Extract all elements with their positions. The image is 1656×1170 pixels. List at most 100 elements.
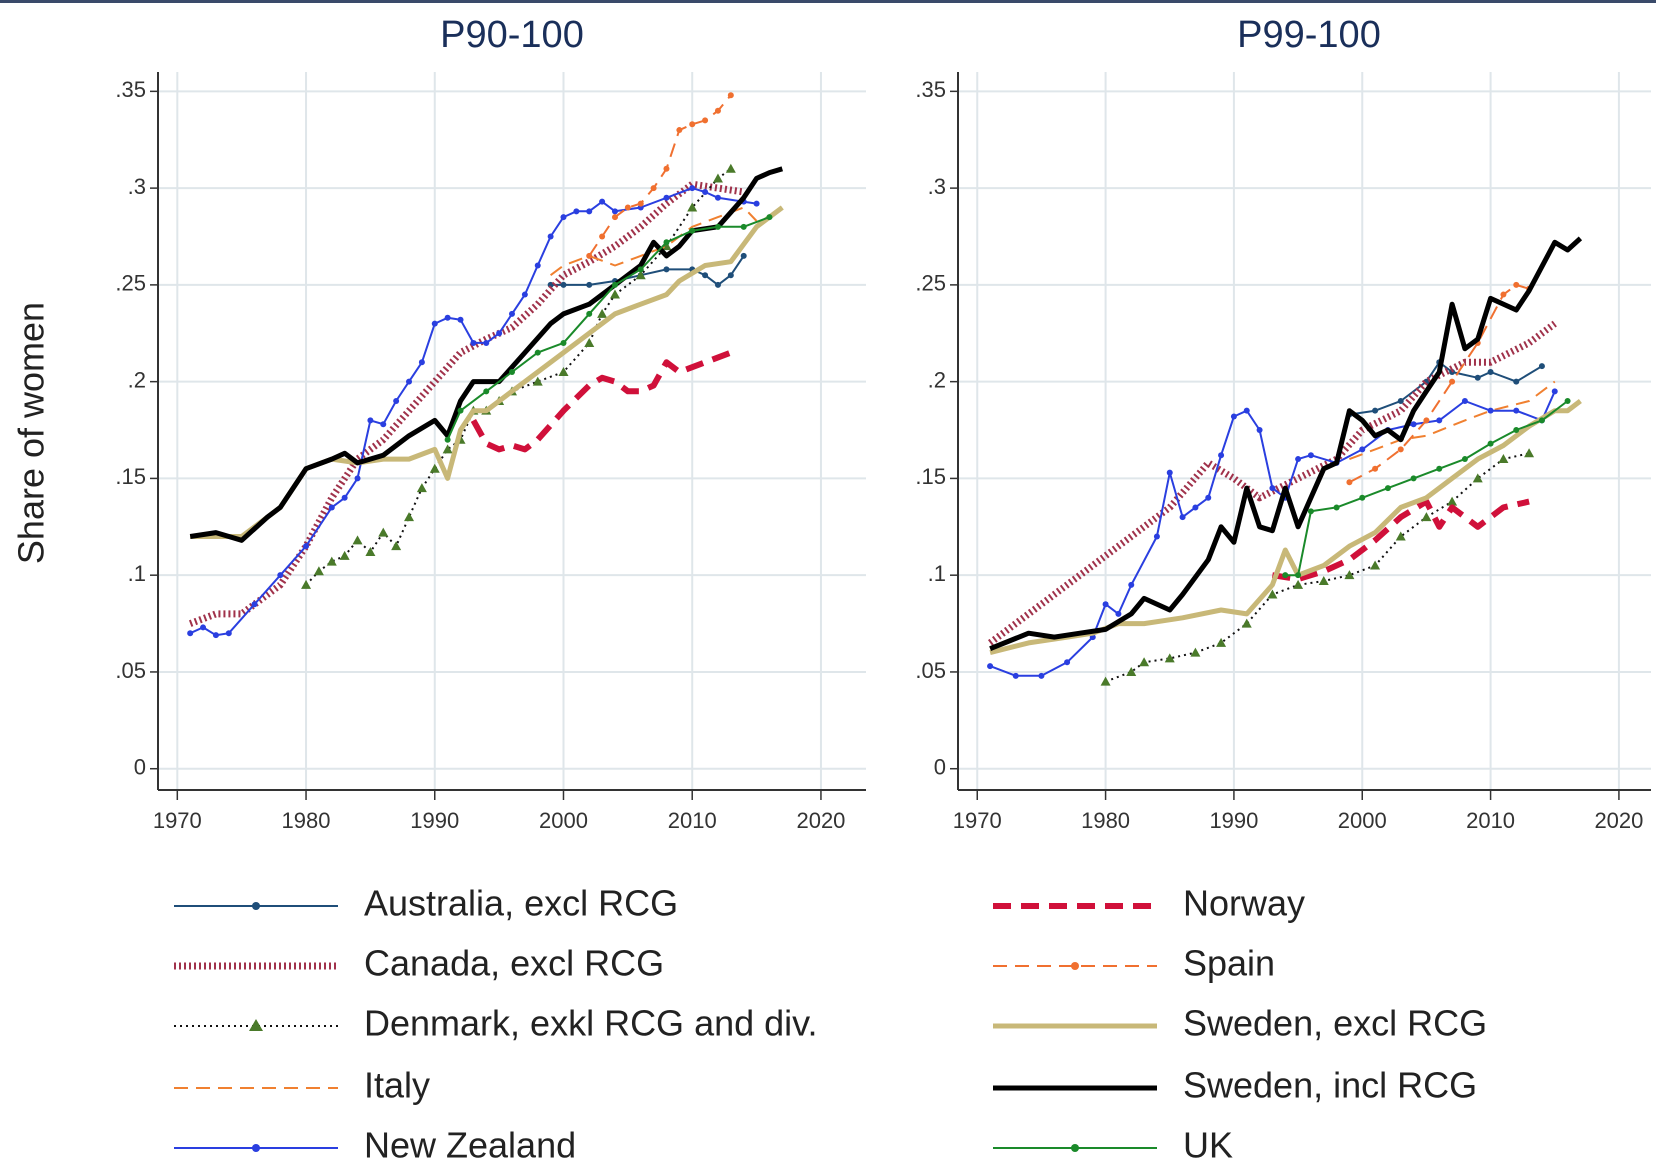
- marker: [339, 550, 350, 560]
- marker: [1205, 494, 1212, 501]
- marker: [1012, 672, 1019, 679]
- marker: [1307, 452, 1314, 459]
- marker: [301, 579, 312, 589]
- legend-marker: [252, 1144, 260, 1152]
- marker: [624, 204, 631, 211]
- marker: [1421, 512, 1432, 522]
- series-line: [1285, 400, 1569, 577]
- marker: [1372, 465, 1379, 472]
- series-line: [1349, 380, 1556, 461]
- marker: [1513, 378, 1520, 385]
- marker: [277, 572, 284, 579]
- legend-label: Sweden, excl RCG: [1183, 1003, 1487, 1044]
- series-line: [1349, 361, 1543, 416]
- x-tick-label: 2020: [1594, 808, 1643, 833]
- marker: [714, 223, 721, 230]
- legend-label: Spain: [1183, 943, 1275, 984]
- marker: [1487, 368, 1494, 375]
- marker: [1397, 398, 1404, 405]
- marker: [663, 165, 670, 172]
- marker: [687, 202, 698, 212]
- marker: [1166, 469, 1173, 476]
- marker: [1216, 637, 1227, 647]
- marker: [444, 314, 451, 321]
- marker: [584, 337, 595, 347]
- marker: [635, 270, 646, 280]
- marker: [599, 198, 606, 205]
- x-tick-label: 1970: [953, 808, 1002, 833]
- marker: [560, 214, 567, 221]
- x-tick-label: 1980: [1081, 808, 1130, 833]
- marker: [714, 281, 721, 288]
- marker: [1128, 581, 1135, 588]
- marker: [1461, 398, 1468, 405]
- marker: [1564, 398, 1571, 405]
- marker: [1370, 560, 1381, 570]
- marker: [509, 310, 515, 317]
- marker: [1397, 446, 1404, 453]
- marker: [1190, 647, 1201, 657]
- marker: [1513, 281, 1520, 288]
- y-tick-label: .2: [928, 367, 946, 392]
- legend-label: Sweden, incl RCG: [1183, 1065, 1477, 1106]
- marker: [1524, 448, 1535, 458]
- marker: [987, 663, 994, 670]
- marker: [702, 117, 709, 124]
- marker: [740, 223, 747, 230]
- legend-label: Canada, excl RCG: [364, 943, 664, 984]
- marker: [225, 630, 232, 637]
- marker: [365, 546, 376, 556]
- marker: [689, 185, 696, 192]
- x-tick-label: 1990: [1209, 808, 1258, 833]
- y-tick-label: .15: [115, 464, 146, 489]
- marker: [1538, 417, 1545, 424]
- marker: [1115, 610, 1122, 617]
- x-tick-label: 1970: [153, 808, 202, 833]
- y-tick-label: .25: [915, 271, 946, 296]
- series-line: [189, 166, 784, 543]
- marker: [1256, 427, 1263, 434]
- legend-label: Italy: [364, 1065, 430, 1106]
- marker: [418, 359, 425, 366]
- series-line: [190, 205, 784, 539]
- x-tick-label: 1990: [410, 808, 459, 833]
- x-tick-label: 2020: [796, 808, 845, 833]
- x-tick-label: 2010: [668, 808, 717, 833]
- marker: [406, 378, 413, 385]
- marker: [429, 463, 440, 473]
- marker: [1447, 496, 1458, 506]
- legend-label: New Zealand: [364, 1125, 576, 1166]
- legend-marker: [1071, 962, 1079, 970]
- marker: [547, 233, 554, 240]
- marker: [1436, 417, 1443, 424]
- marker: [341, 494, 348, 501]
- marker: [1423, 417, 1430, 424]
- marker: [457, 316, 464, 323]
- marker: [496, 330, 503, 337]
- marker: [1500, 291, 1507, 298]
- marker: [470, 339, 477, 346]
- marker: [1410, 421, 1417, 428]
- marker: [1102, 601, 1109, 608]
- marker: [1126, 666, 1137, 676]
- panel-title: P90-100: [440, 14, 584, 56]
- top-border: [0, 0, 1656, 3]
- marker: [637, 200, 644, 207]
- marker: [1230, 413, 1237, 420]
- marker: [326, 556, 337, 566]
- marker: [391, 541, 402, 551]
- marker: [1344, 570, 1355, 580]
- marker: [1153, 533, 1160, 540]
- marker: [663, 239, 670, 246]
- y-axis-label: Share of women: [11, 302, 52, 564]
- series-line: [1271, 498, 1530, 583]
- marker: [1359, 494, 1366, 501]
- marker: [611, 208, 618, 215]
- marker: [597, 308, 608, 318]
- marker: [1192, 504, 1199, 511]
- marker: [1551, 388, 1558, 395]
- marker: [1179, 514, 1186, 521]
- marker: [689, 121, 696, 128]
- marker: [1241, 618, 1252, 628]
